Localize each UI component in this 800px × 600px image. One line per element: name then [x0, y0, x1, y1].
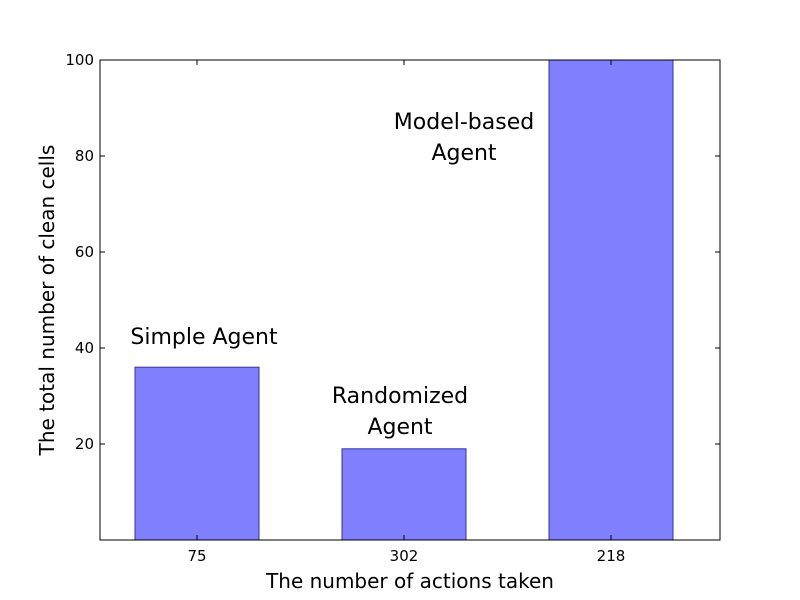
- bar-annotation-0-line-0: Simple Agent: [130, 325, 278, 350]
- bar-2: [548, 59, 674, 541]
- ticks-layer: [100, 59, 720, 540]
- y-tick-label-4: 100: [65, 51, 94, 69]
- y-tick-label-3: 80: [75, 147, 94, 165]
- bar-annotation-2-line-0: Model-based: [394, 110, 534, 135]
- bar-annotation-2-line-1: Agent: [431, 141, 496, 166]
- x-tick-label-2: 218: [597, 547, 626, 565]
- bar-annotation-1-line-0: Randomized: [332, 384, 468, 409]
- y-tick-label-1: 40: [75, 339, 94, 357]
- bar-0: [134, 366, 260, 541]
- x-tick-label-0: 75: [187, 547, 206, 565]
- plot-frame: [99, 59, 721, 541]
- x-tick-label-1: 302: [390, 547, 419, 565]
- y-axis-label: The total number of clean cells: [35, 145, 59, 457]
- y-tick-label-0: 20: [75, 435, 94, 453]
- labels-layer: 75 302 218 20 40 60 80 100: [65, 51, 625, 565]
- x-axis-label: The number of actions taken: [265, 569, 554, 593]
- y-tick-label-2: 60: [75, 243, 94, 261]
- bar-annotation-1-line-1: Agent: [367, 415, 432, 440]
- bar-1: [341, 448, 467, 541]
- annotations-layer: Simple Agent Randomized Agent Model-based Ag…: [130, 110, 534, 440]
